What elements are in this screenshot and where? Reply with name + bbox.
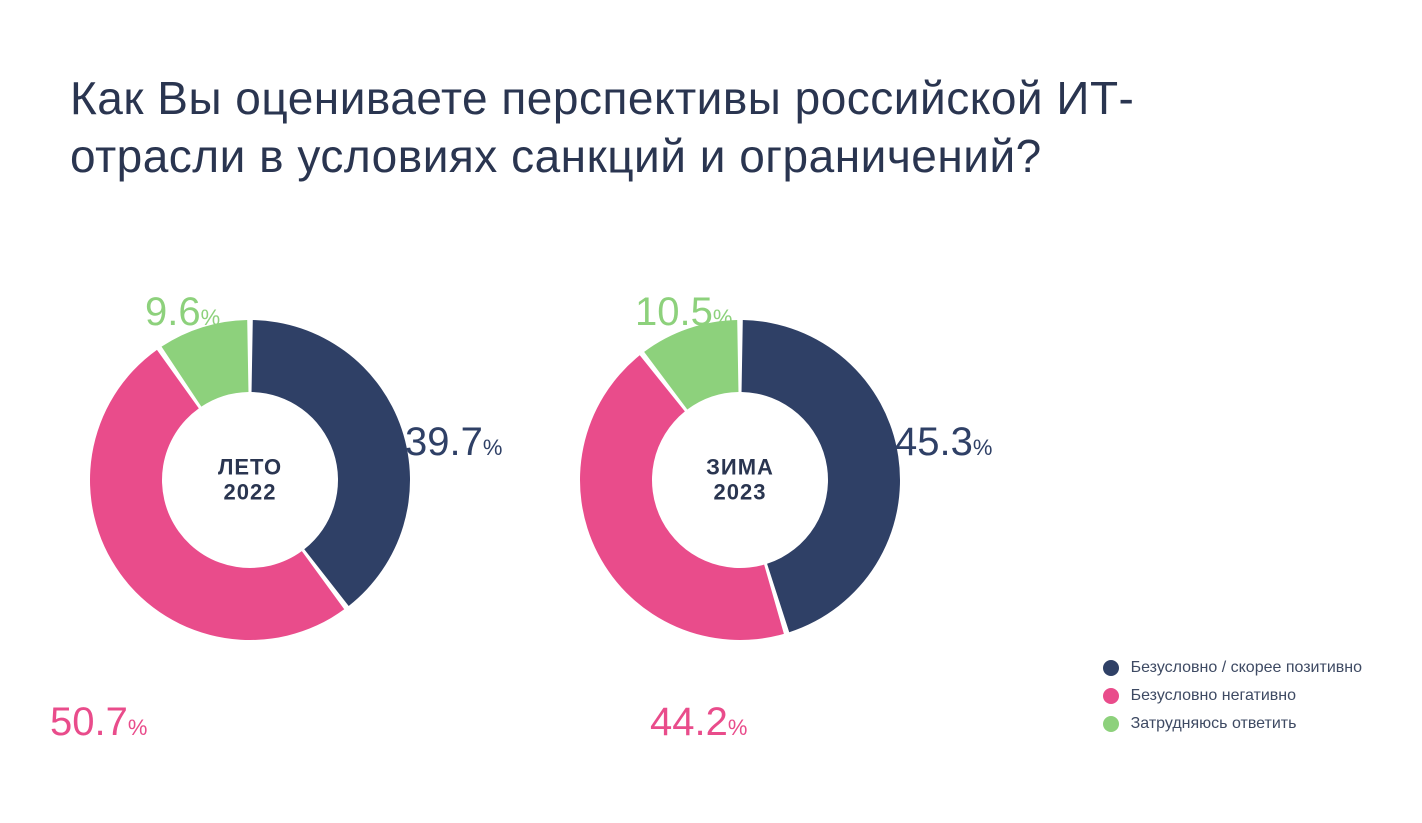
legend: Безусловно / скорее позитивно Безусловно … xyxy=(1103,649,1362,743)
callout-value: 10.5 xyxy=(635,290,713,334)
callout-negative: 44.2% xyxy=(650,700,747,745)
callout-value: 45.3 xyxy=(895,420,973,464)
legend-label: Безусловно негативно xyxy=(1131,687,1296,705)
percent-sign: % xyxy=(713,305,733,330)
center-line1: ЛЕТО xyxy=(218,455,282,480)
legend-label: Затрудняюсь ответить xyxy=(1131,715,1297,733)
page-title: Как Вы оцениваете перспективы российской… xyxy=(70,70,1270,185)
callout-positive: 45.3% xyxy=(895,420,992,465)
percent-sign: % xyxy=(483,435,503,460)
callout-value: 9.6 xyxy=(145,290,201,334)
percent-sign: % xyxy=(128,715,148,740)
callout-positive: 39.7% xyxy=(405,420,502,465)
callout-negative: 50.7% xyxy=(50,700,147,745)
callout-value: 50.7 xyxy=(50,700,128,744)
legend-item-positive: Безусловно / скорее позитивно xyxy=(1103,659,1362,677)
callout-value: 39.7 xyxy=(405,420,483,464)
charts-row: ЛЕТО202239.7%50.7%9.6% ЗИМА202345.3%44.2%… xyxy=(70,300,920,720)
legend-label: Безусловно / скорее позитивно xyxy=(1131,659,1362,677)
legend-dot-icon xyxy=(1103,716,1119,732)
percent-sign: % xyxy=(728,715,748,740)
donut-center-label: ЗИМА2023 xyxy=(706,455,774,506)
percent-sign: % xyxy=(973,435,993,460)
callout-unsure: 10.5% xyxy=(635,290,732,335)
percent-sign: % xyxy=(201,305,221,330)
center-line2: 2023 xyxy=(706,480,774,505)
callout-unsure: 9.6% xyxy=(145,290,220,335)
center-line1: ЗИМА xyxy=(706,455,774,480)
legend-dot-icon xyxy=(1103,660,1119,676)
donut-center-label: ЛЕТО2022 xyxy=(218,455,282,506)
callout-value: 44.2 xyxy=(650,700,728,744)
legend-item-unsure: Затрудняюсь ответить xyxy=(1103,715,1362,733)
donut-chart-summer2022: ЛЕТО202239.7%50.7%9.6% xyxy=(70,300,430,720)
center-line2: 2022 xyxy=(218,480,282,505)
legend-dot-icon xyxy=(1103,688,1119,704)
donut-chart-winter2023: ЗИМА202345.3%44.2%10.5% xyxy=(560,300,920,720)
legend-item-negative: Безусловно негативно xyxy=(1103,687,1362,705)
